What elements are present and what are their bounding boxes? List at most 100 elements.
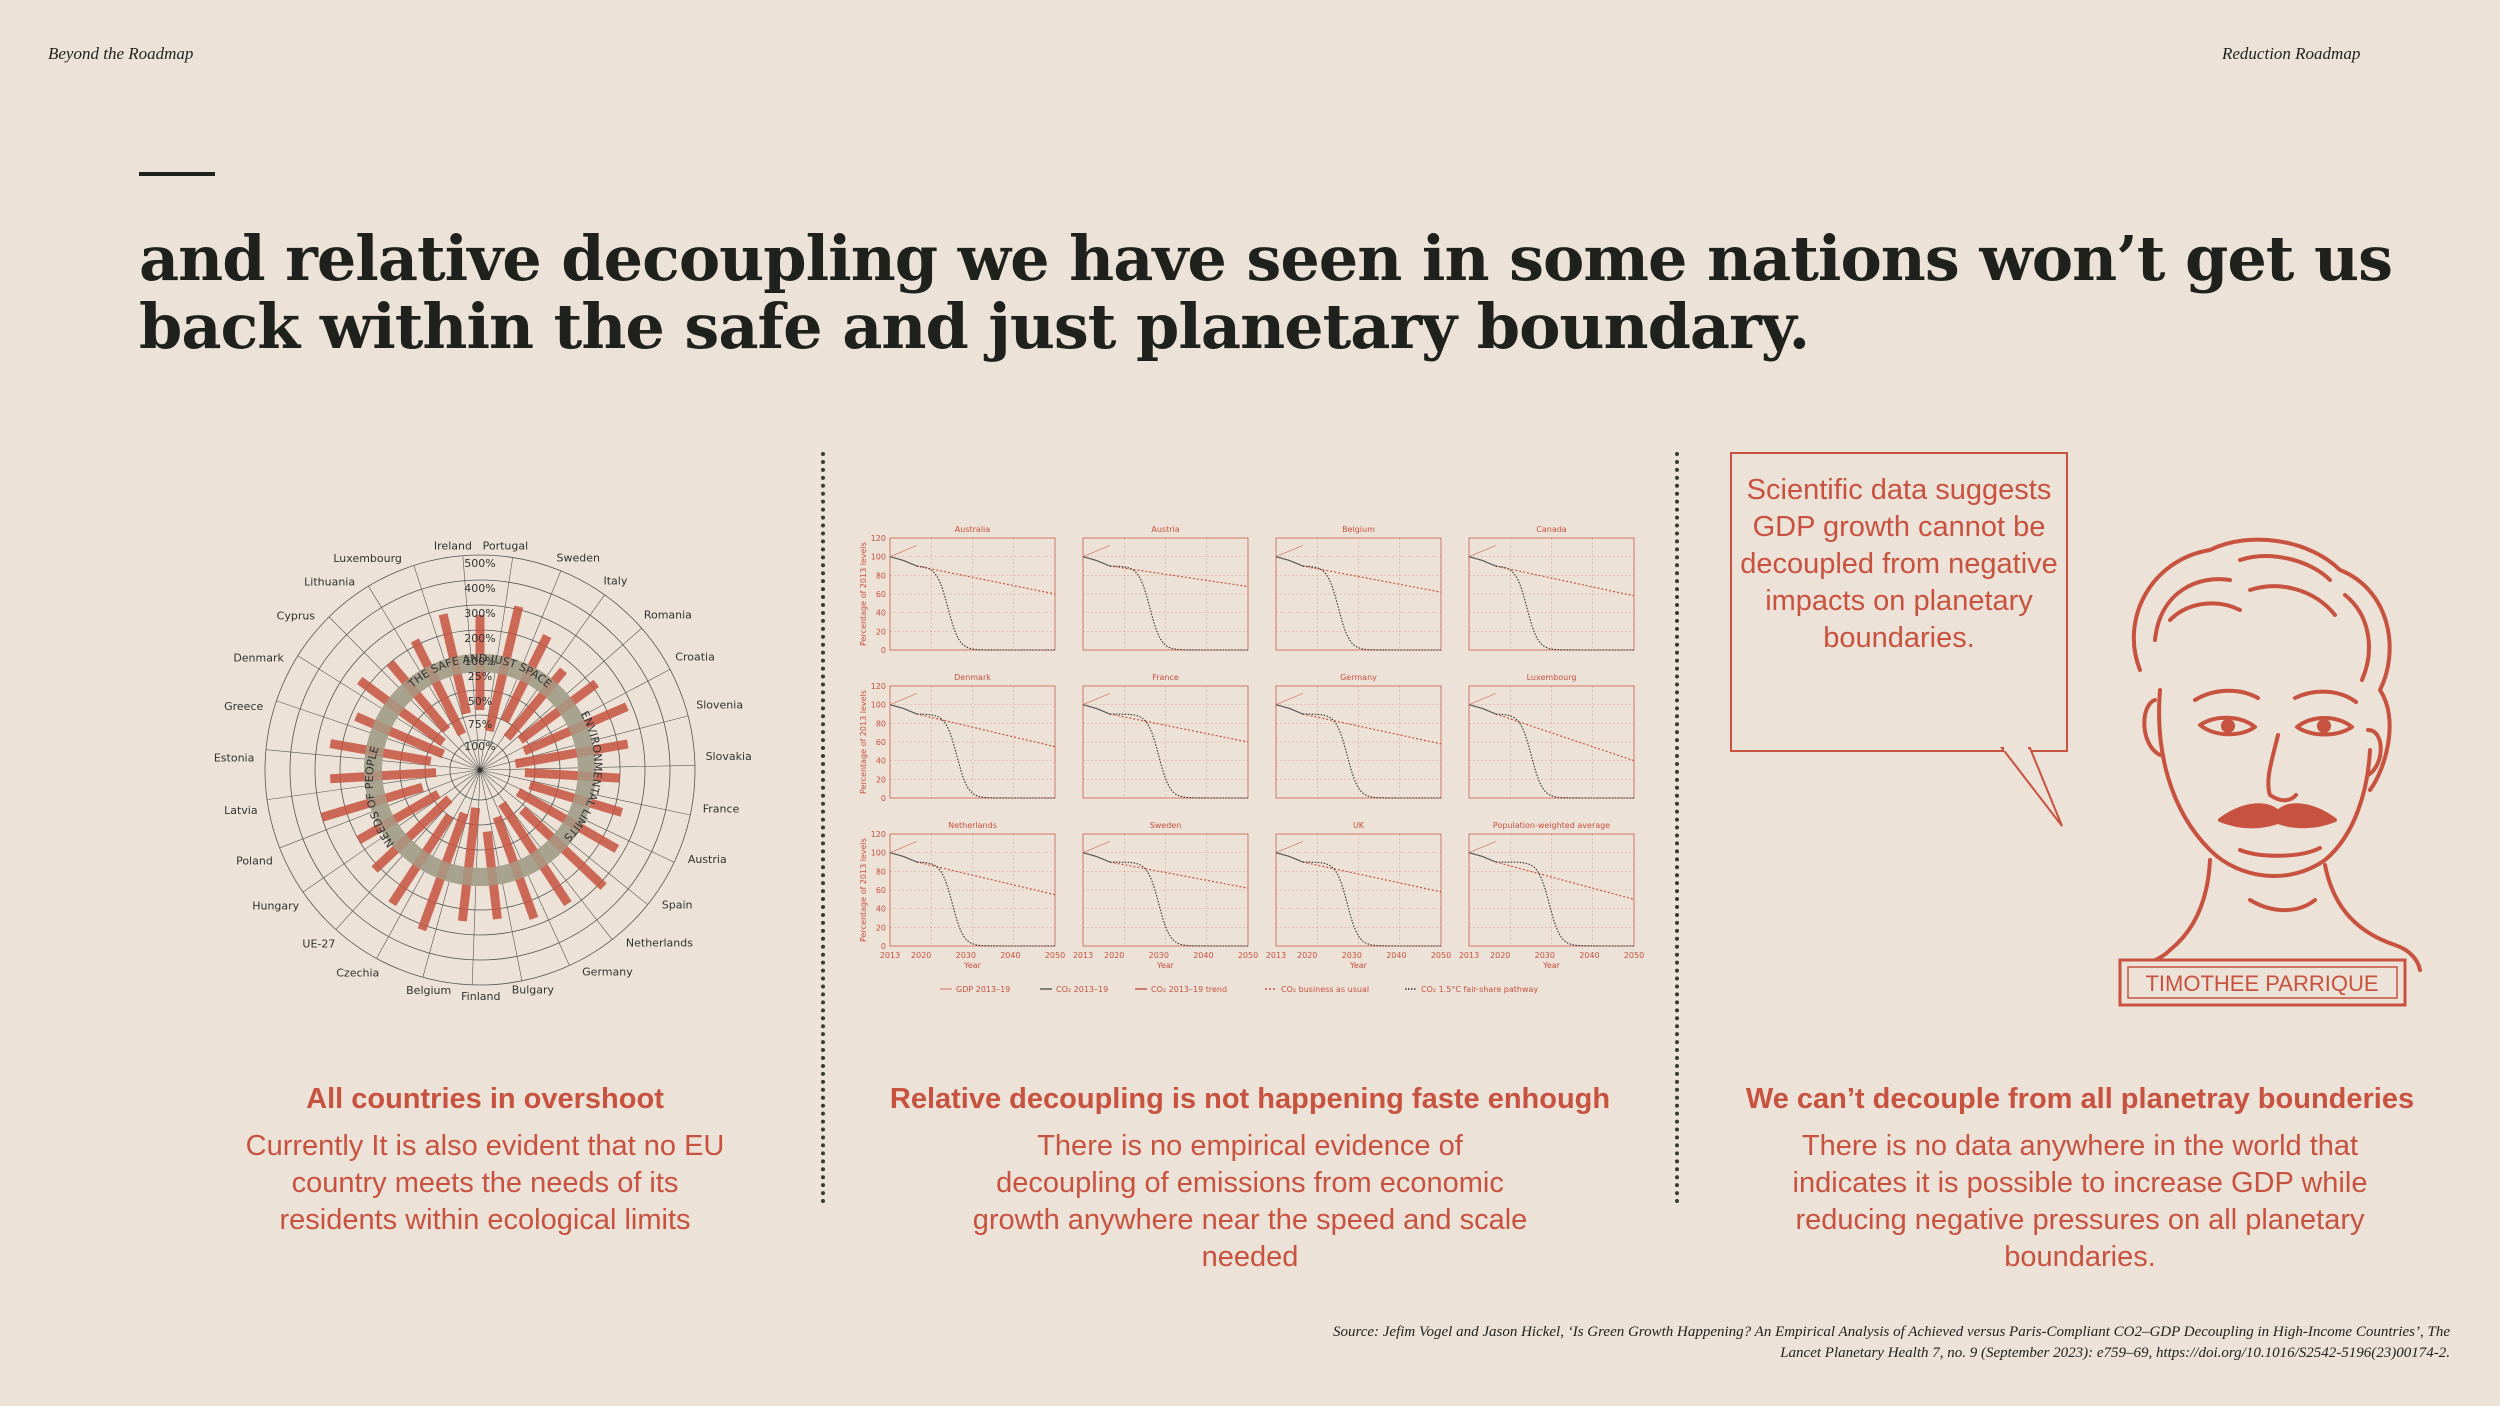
panel-title: France bbox=[1152, 673, 1179, 682]
y-tick-label: 60 bbox=[876, 738, 886, 747]
y-tick-label: 80 bbox=[876, 719, 886, 728]
co2-observed-line bbox=[1468, 704, 1496, 715]
co2-observed-line bbox=[889, 556, 917, 567]
panel-frame bbox=[889, 685, 1056, 799]
y-tick-label: 100 bbox=[871, 553, 886, 562]
country-label: Romania bbox=[644, 608, 692, 621]
panel-frame bbox=[1082, 833, 1249, 947]
y-tick-label: 100 bbox=[871, 701, 886, 710]
co2-bau-line bbox=[1302, 565, 1442, 593]
x-tick-label: 2020 bbox=[1104, 951, 1124, 960]
radial-ring-label: 400% bbox=[464, 582, 495, 595]
panel-title: Netherlands bbox=[948, 821, 997, 830]
column-divider-right bbox=[1675, 452, 1679, 1204]
radial-bar bbox=[329, 768, 437, 784]
panel-frame bbox=[1468, 833, 1635, 947]
panel-title: Sweden bbox=[1150, 821, 1182, 830]
co2-bau-line bbox=[1109, 713, 1249, 743]
panel: Canada bbox=[1468, 525, 1635, 651]
x-tick-label: 2040 bbox=[1193, 951, 1213, 960]
panel-title: Canada bbox=[1536, 525, 1567, 534]
speech-bubble bbox=[1730, 452, 2068, 752]
country-label: Italy bbox=[604, 575, 628, 588]
x-tick-label: 2050 bbox=[1238, 951, 1258, 960]
country-label: Cyprus bbox=[277, 610, 316, 623]
legend-label: CO₂ 1.5°C fair-share pathway bbox=[1421, 985, 1538, 994]
column-3-title: We can’t decouple from all planetray bou… bbox=[1745, 1083, 2415, 1115]
panel-title: Luxembourg bbox=[1527, 673, 1577, 682]
y-tick-label: 40 bbox=[876, 757, 886, 766]
gdp-line bbox=[1275, 841, 1303, 854]
co2-observed-line bbox=[1082, 704, 1110, 715]
header-right-title: Reduction Roadmap bbox=[2222, 44, 2361, 63]
gdp-line bbox=[889, 693, 917, 706]
co2-bau-line bbox=[1109, 861, 1249, 889]
gdp-line bbox=[1082, 693, 1110, 706]
gdp-line bbox=[1468, 841, 1496, 854]
panel-frame bbox=[1275, 685, 1442, 799]
radial-ring bbox=[289, 579, 671, 961]
co2-fair-share-line bbox=[1495, 861, 1634, 947]
panel: Population-weighted average 2013 2020 2030 2… bbox=[1459, 821, 1644, 970]
co2-bau-line bbox=[1495, 713, 1635, 762]
headline: and relative decoupling we have seen in … bbox=[139, 222, 2393, 363]
panel-title: Austria bbox=[1151, 525, 1179, 534]
country-label: Spain bbox=[662, 898, 693, 911]
co2-bau-line bbox=[916, 565, 1056, 595]
radial-bar bbox=[356, 676, 446, 747]
panel: Austria bbox=[1082, 525, 1249, 651]
country-label: Slovenia bbox=[696, 698, 743, 711]
radial-ring-label: 300% bbox=[464, 607, 495, 620]
co2-bau-line bbox=[1495, 565, 1635, 597]
column-divider-left bbox=[821, 452, 825, 1204]
y-tick-label: 0 bbox=[881, 646, 886, 655]
radial-overshoot-chart: 500% 400% 300% 200% 100% 25% 50% 75% 100% Ireland… bbox=[214, 539, 752, 1003]
co2-fair-share-line bbox=[1109, 713, 1248, 799]
radial-center bbox=[477, 767, 483, 773]
co2-observed-line bbox=[889, 704, 917, 715]
panel-title: Germany bbox=[1340, 673, 1377, 682]
radial-ring-label: 75% bbox=[468, 718, 492, 731]
co2-fair-share-line bbox=[1302, 565, 1441, 651]
country-label: Ireland bbox=[434, 540, 472, 553]
y-tick-label: 80 bbox=[876, 571, 886, 580]
country-label: Denmark bbox=[233, 652, 284, 665]
y-tick-label: 120 bbox=[871, 534, 886, 543]
radial-bar bbox=[410, 638, 467, 737]
x-tick-label: 2013 bbox=[1266, 951, 1286, 960]
gdp-line bbox=[1468, 693, 1496, 706]
co2-observed-line bbox=[1468, 852, 1496, 863]
y-tick-label: 60 bbox=[876, 590, 886, 599]
portrait-name-plate: TIMOTHEE PARRIQUE bbox=[2145, 971, 2378, 996]
panel-frame bbox=[1275, 833, 1442, 947]
co2-observed-line bbox=[1275, 852, 1303, 863]
x-tick-label: 2030 bbox=[1342, 951, 1362, 960]
column-1-body: Currently It is also evident that no EU … bbox=[245, 1130, 725, 1236]
x-tick-label: 2040 bbox=[1579, 951, 1599, 960]
co2-fair-share-line bbox=[1109, 565, 1248, 651]
radial-bar bbox=[524, 768, 621, 783]
co2-bau-line bbox=[1302, 861, 1442, 893]
country-label: UE-27 bbox=[302, 938, 335, 951]
country-label: Sweden bbox=[557, 551, 600, 564]
co2-observed-line bbox=[1468, 556, 1496, 567]
radial-ring-label: 100% bbox=[464, 740, 495, 753]
gdp-line bbox=[1275, 693, 1303, 706]
gdp-line bbox=[1468, 545, 1496, 558]
gdp-line bbox=[1275, 545, 1303, 558]
radial-bar bbox=[354, 712, 446, 759]
co2-bau-line bbox=[1109, 565, 1249, 588]
panel-frame bbox=[1275, 537, 1442, 651]
portrait-illustration: TIMOTHEE PARRIQUE bbox=[2118, 537, 2422, 1007]
co2-observed-line bbox=[1275, 556, 1303, 567]
radial-ring-label: 200% bbox=[464, 632, 495, 645]
panel-frame bbox=[1082, 537, 1249, 651]
country-label: Hungary bbox=[252, 900, 299, 913]
co2-fair-share-line bbox=[916, 713, 1055, 799]
panel-title: Population-weighted average bbox=[1493, 821, 1610, 830]
header-left-title: Beyond the Roadmap bbox=[48, 44, 194, 63]
y-tick-label: 120 bbox=[871, 682, 886, 691]
panel-frame bbox=[1468, 537, 1635, 651]
y-tick-label: 80 bbox=[876, 867, 886, 876]
